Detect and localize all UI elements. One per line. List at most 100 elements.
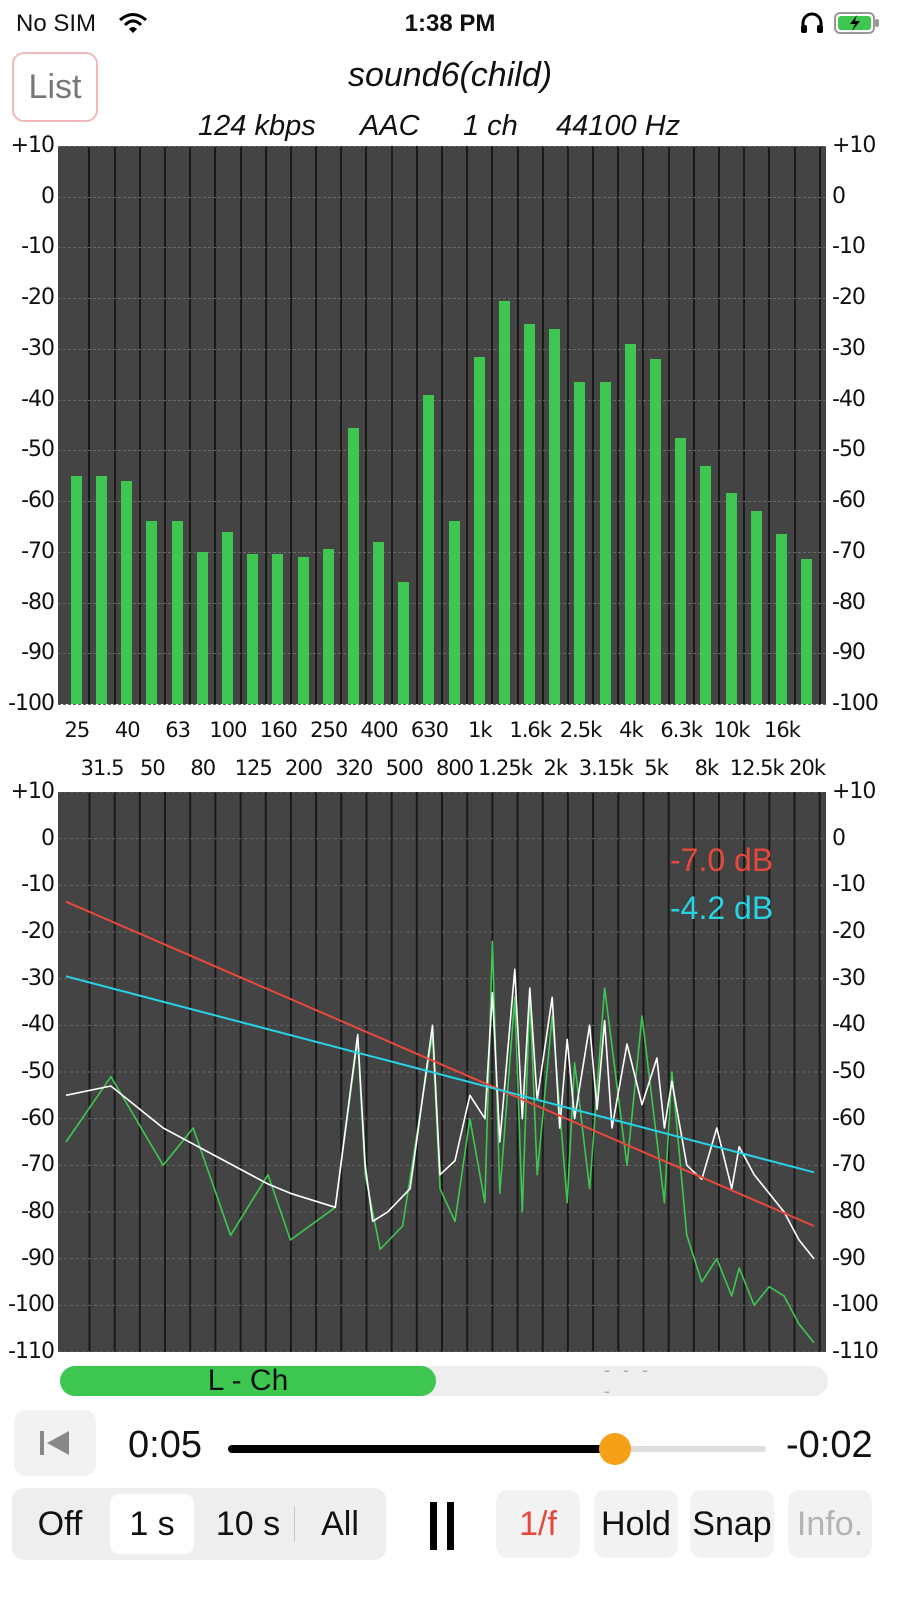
skip-to-start-button[interactable] (14, 1410, 96, 1476)
octave-grid-line (264, 146, 267, 704)
fft-y-tick: +10 (832, 779, 876, 804)
list-button[interactable]: List (12, 52, 98, 122)
octave-grid-line (340, 146, 343, 704)
fft-y-tick: -10 (832, 872, 866, 898)
octave-grid-line (516, 146, 519, 704)
octave-y-tick: -40 (832, 386, 866, 412)
octave-x-label: 125 (234, 756, 273, 780)
octave-x-label: 1.6k (509, 718, 552, 742)
fft-y-tick: -20 (21, 919, 55, 944)
octave-grid-line (717, 146, 720, 704)
octave-x-label: 500 (385, 756, 424, 780)
octave-band-chart (58, 146, 826, 705)
octave-grid-line (768, 146, 771, 704)
octave-bar (373, 541, 385, 704)
octave-grid-line (667, 146, 670, 704)
octave-x-label: 1.25k (477, 756, 533, 780)
octave-x-label: 800 (436, 756, 474, 780)
fft-y-tick: -20 (832, 919, 866, 944)
octave-y-tick: -20 (832, 285, 866, 311)
fft-y-tick: -40 (21, 1012, 55, 1038)
octave-x-label: 20k (789, 756, 826, 780)
octave-grid-hline (58, 704, 826, 705)
octave-bar (549, 328, 561, 704)
octave-bar (801, 559, 813, 704)
octave-x-label: 630 (410, 718, 449, 742)
snap-button[interactable]: Snap (690, 1490, 774, 1558)
red-trend-line (65, 900, 815, 1227)
octave-y-tick: -50 (832, 437, 866, 463)
octave-bar (750, 511, 762, 704)
fft-y-tick: -100 (832, 1292, 879, 1318)
segment-1s[interactable]: 1 s (110, 1494, 194, 1554)
headphones-icon (801, 12, 823, 33)
fft-y-tick: -80 (21, 1199, 55, 1224)
octave-y-tick: -30 (832, 335, 866, 361)
octave-grid-line (88, 146, 91, 704)
octave-x-label: 4k (619, 718, 644, 742)
octave-grid-line (441, 146, 443, 704)
octave-x-label: 25 (64, 718, 91, 742)
fft-y-tick: -40 (832, 1012, 866, 1038)
octave-bar (196, 551, 208, 704)
octave-x-label: 31.5 (80, 756, 125, 780)
octave-y-tick: -90 (832, 640, 866, 666)
fft-y-tick: -50 (832, 1059, 866, 1084)
octave-bar (524, 323, 536, 704)
octave-y-tick: -100 (832, 691, 879, 716)
battery-icon (834, 12, 879, 34)
octave-bar (675, 437, 687, 704)
octave-x-label: 320 (335, 756, 373, 780)
octave-y-tick: 0 (41, 183, 55, 209)
octave-grid-hline (58, 196, 826, 198)
seek-progress (228, 1445, 616, 1453)
segment-10s[interactable]: 10 s (215, 1504, 281, 1543)
octave-grid-line (239, 146, 242, 704)
remaining-time: -0:02 (786, 1424, 873, 1466)
octave-grid-line (365, 146, 368, 704)
info-button[interactable]: Info. (788, 1490, 872, 1558)
octave-x-label: 5k (644, 756, 669, 780)
octave-y-tick: -50 (21, 437, 55, 463)
wifi-icon (119, 13, 147, 33)
sample-rate-label: 44100 Hz (556, 110, 681, 142)
octave-bar (70, 475, 82, 704)
red-level-annotation: -7.0 dB (670, 842, 774, 878)
segment-off[interactable]: Off (37, 1504, 83, 1543)
fft-y-tick: -70 (832, 1152, 866, 1178)
octave-bar (725, 493, 737, 704)
octave-y-tick: -80 (832, 589, 866, 615)
octave-x-label: 160 (259, 718, 298, 742)
hold-button[interactable]: Hold (594, 1490, 678, 1558)
seek-thumb[interactable] (599, 1433, 632, 1465)
fft-y-tick: -60 (21, 1105, 55, 1131)
octave-bar (624, 343, 636, 704)
octave-y-tick: -70 (21, 538, 55, 564)
octave-bar (650, 359, 662, 704)
segment-all[interactable]: All (321, 1504, 359, 1543)
channel-meter-left[interactable]: L - Ch (60, 1364, 436, 1397)
octave-y-tick: -90 (21, 640, 55, 666)
octave-x-label: 2k (543, 756, 569, 780)
octave-bar (498, 300, 510, 704)
octave-y-tick: 0 (832, 183, 846, 209)
fft-y-tick: -70 (21, 1152, 55, 1178)
octave-x-label: 80 (190, 756, 216, 780)
fft-y-tick: -30 (21, 965, 55, 991)
octave-x-label: 10k (713, 718, 751, 742)
pause-button[interactable] (420, 1496, 464, 1556)
octave-grid-line (692, 146, 695, 704)
octave-y-tick: -30 (21, 335, 55, 361)
octave-x-label: 63 (165, 718, 191, 742)
octave-bar (247, 554, 259, 704)
octave-grid-hline (58, 450, 826, 452)
octave-bar (96, 475, 108, 704)
one-over-f-button[interactable]: 1/f (496, 1490, 580, 1558)
fft-plot (58, 792, 826, 1352)
fft-y-tick: 0 (41, 825, 55, 851)
octave-grid-line (390, 146, 393, 704)
fft-y-tick: 0 (832, 825, 846, 851)
octave-y-tick: -10 (21, 234, 55, 260)
octave-y-tick: -40 (21, 386, 55, 412)
fft-y-tick: +10 (10, 779, 55, 804)
